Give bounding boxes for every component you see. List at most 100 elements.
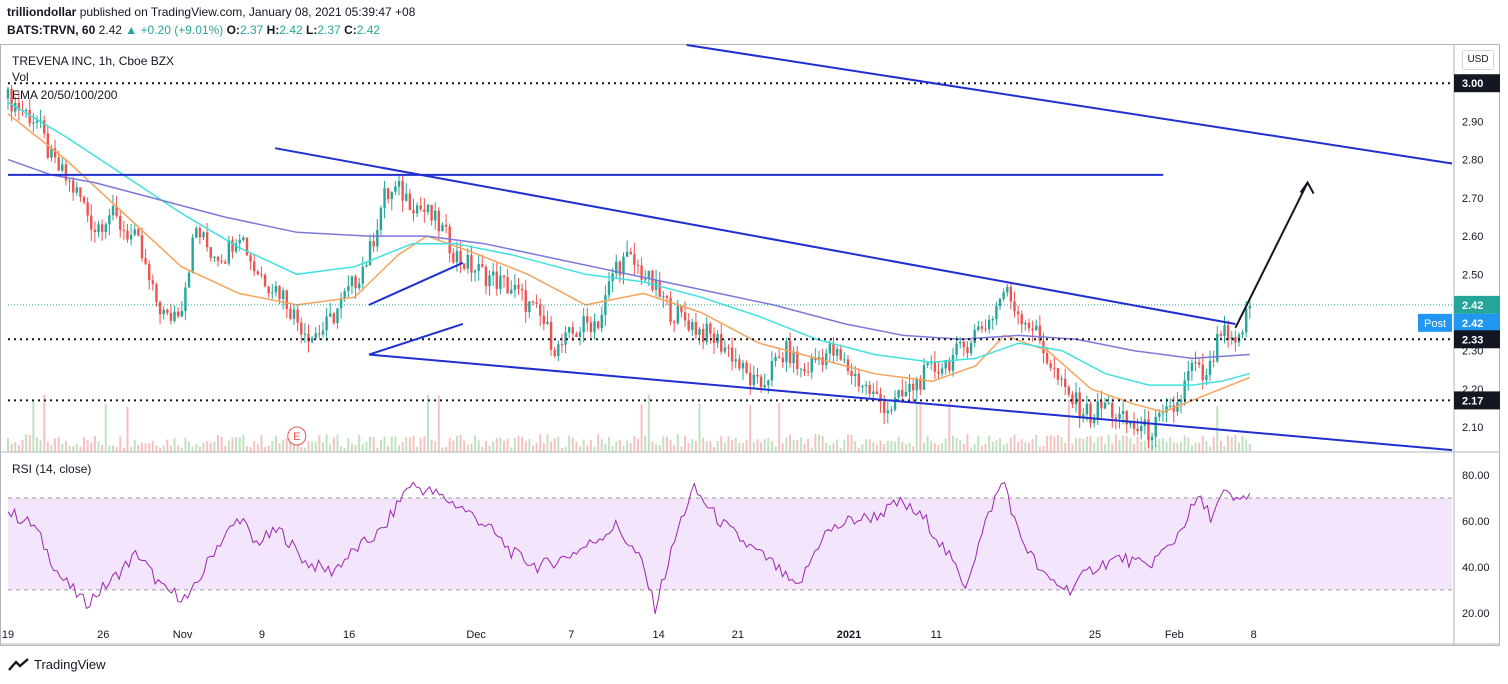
change-up-icon: ▲ <box>125 23 138 37</box>
volume-bar <box>1209 446 1212 452</box>
candle <box>133 229 136 235</box>
candle <box>242 237 245 240</box>
candle <box>64 164 68 181</box>
candle <box>539 304 542 316</box>
volume-bar <box>430 439 433 452</box>
rsi-band-fill <box>8 497 1452 590</box>
volume-bar <box>188 441 191 452</box>
candle <box>810 358 813 373</box>
volume-bar <box>133 439 136 452</box>
candle <box>901 390 904 397</box>
candle <box>278 286 281 300</box>
volume-bar <box>1075 437 1078 452</box>
volume-bar <box>21 439 24 452</box>
candle <box>567 327 571 333</box>
tradingview-logo-icon[interactable] <box>8 657 29 672</box>
volume-bar <box>311 441 314 452</box>
volume-bar <box>832 443 835 452</box>
symbol-label[interactable]: BATS:TRVN, 60 <box>7 23 96 37</box>
volume-bar <box>412 435 415 452</box>
volume-bar <box>959 440 962 452</box>
volume-bar <box>933 443 936 452</box>
volume-bar <box>122 447 125 452</box>
candle <box>1161 412 1165 414</box>
candle <box>1168 405 1172 407</box>
candle <box>987 319 991 330</box>
candle <box>640 265 643 280</box>
candle <box>864 384 868 387</box>
volume-bar <box>604 443 607 452</box>
candle <box>405 193 408 201</box>
trendline-projection-arrow <box>1234 182 1309 329</box>
candle <box>969 343 973 354</box>
tradingview-brand[interactable]: TradingView <box>34 657 106 672</box>
author-name[interactable]: trilliondollar <box>7 5 77 19</box>
volume-bar <box>285 437 288 452</box>
candle <box>1107 402 1110 404</box>
volume-bar <box>1125 435 1128 452</box>
ema-legend[interactable]: EMA 20/50/100/200 <box>12 88 118 102</box>
rsi-legend[interactable]: RSI (14, close) <box>12 462 92 476</box>
candle <box>459 250 462 264</box>
rsi-tick-label: 40.00 <box>1462 562 1490 574</box>
candle <box>821 357 824 365</box>
volume-bar <box>484 440 487 452</box>
volume-bar <box>162 445 165 452</box>
volume-bar <box>495 437 498 452</box>
volume-bar <box>582 439 585 452</box>
rsi-tick-label: 20.00 <box>1462 608 1490 620</box>
candle <box>434 210 437 221</box>
volume-bar <box>770 441 773 452</box>
candle <box>720 334 723 352</box>
candle <box>955 343 958 355</box>
volume-bar <box>600 439 603 452</box>
volume-bar <box>709 441 712 452</box>
volume-bar <box>379 440 382 452</box>
volume-legend[interactable]: Vol <box>12 70 29 84</box>
candle <box>1212 360 1215 362</box>
candle <box>477 263 480 271</box>
volume-bar <box>437 395 440 452</box>
price-axis[interactable]: 3.002.902.802.702.602.502.402.302.202.10… <box>1418 74 1500 620</box>
candle <box>122 229 126 231</box>
volume-bar <box>792 440 795 452</box>
volume-bar <box>242 435 245 452</box>
candle <box>926 362 929 366</box>
volume-bar <box>46 441 49 452</box>
volume-bar <box>513 437 516 452</box>
volume-bar <box>289 434 292 452</box>
volume-bar <box>267 445 270 452</box>
volume-bar <box>466 444 469 452</box>
volume-bar <box>1078 437 1081 452</box>
ohlc-line: BATS:TRVN, 60 2.42 ▲ +0.20 (+9.01%) O:2.… <box>7 23 380 37</box>
time-axis[interactable]: 19 26 Nov 9 16 Dec 7 14 21 2021 11 25 Feb 8 <box>2 629 1257 641</box>
candle <box>1226 325 1230 340</box>
candle <box>75 187 78 193</box>
volume-bar <box>731 440 734 452</box>
markers: E <box>287 426 307 446</box>
candle <box>100 224 104 232</box>
volume-bar <box>524 441 527 452</box>
candle <box>1031 328 1034 331</box>
candle <box>53 148 57 158</box>
candle <box>285 290 288 309</box>
candle <box>962 341 966 348</box>
volume-bar <box>148 442 151 452</box>
candle <box>213 256 216 258</box>
volume-bar <box>166 439 169 452</box>
currency-button[interactable]: USD <box>1462 50 1494 70</box>
candle <box>948 360 951 371</box>
instrument-legend[interactable]: TREVENA INC, 1h, Cboe BZX <box>12 54 175 68</box>
volume-bar <box>872 442 875 452</box>
volume-bar <box>1245 439 1248 452</box>
candle <box>1158 413 1161 417</box>
volume-bar <box>336 434 339 452</box>
candle <box>803 368 806 372</box>
volume-bar <box>1234 434 1237 452</box>
volume-bar <box>260 434 263 452</box>
candle <box>1245 308 1248 333</box>
volume-bar <box>741 443 744 452</box>
candle <box>1013 301 1016 312</box>
candle <box>705 323 708 342</box>
